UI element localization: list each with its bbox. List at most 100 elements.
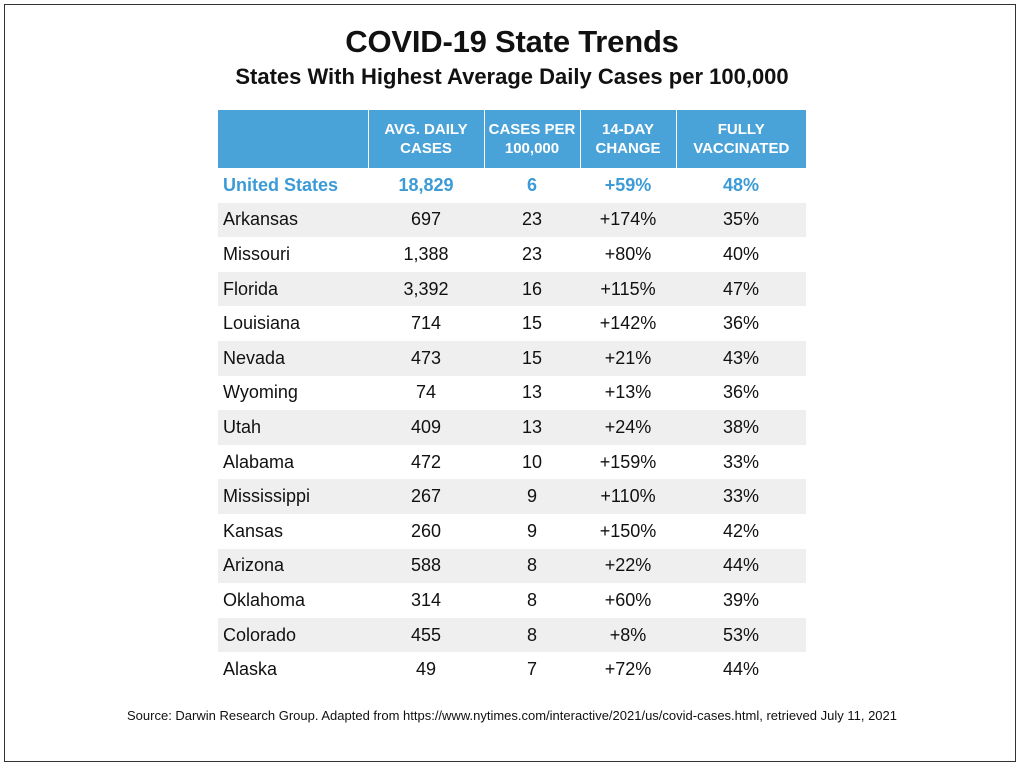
column-header: 14-DAY CHANGE: [580, 110, 677, 168]
value-cell: 23: [521, 243, 543, 264]
value-cell: 697: [368, 202, 484, 238]
column-header: FULLY VACCINATED: [676, 110, 806, 168]
table-row: Colorado 455 8 +8% 53%: [218, 617, 806, 653]
value-cell: +22%: [580, 548, 676, 584]
state-name-cell: Kansas: [223, 520, 284, 541]
value-cell: 8: [484, 548, 580, 584]
state-name-cell: Utah: [218, 410, 368, 445]
value-cell: 260: [410, 520, 442, 541]
value-cell: 314: [410, 589, 442, 610]
table-body: United States 18,829 6 +59% 48% Arkansas 697 23…: [218, 168, 806, 687]
table-row-national: United States 18,829 6 +59% 48%: [218, 168, 806, 203]
table-row: Mississippi 267 9 +110% 33%: [218, 479, 806, 514]
chart-subtitle: States With Highest Average Daily Cases …: [235, 64, 789, 89]
table-row: Arizona 588 8 +22% 44%: [218, 548, 806, 584]
value-cell: 43%: [676, 340, 806, 376]
data-table: AVG. DAILY CASES CASES PER 100,000 14-DAY CHA…: [218, 110, 806, 687]
value-cell: 267: [368, 479, 484, 514]
value-cell: 472: [410, 451, 442, 472]
table-row: Oklahoma 314 8 +60% 39%: [218, 583, 806, 618]
table-row: Missouri 1,388 23 +80% 40%: [218, 237, 806, 272]
table-row: Utah 409 13 +24% 38%: [218, 410, 806, 445]
value-cell: 13: [484, 410, 580, 445]
state-name-cell: Florida: [218, 271, 368, 307]
value-cell: 714: [410, 313, 442, 334]
state-name-cell: Wyoming: [223, 382, 298, 403]
value-cell: +13%: [604, 382, 652, 403]
value-cell: +142%: [599, 313, 657, 334]
value-cell: 36%: [722, 313, 760, 334]
table-row: Wyoming 74 13 +13% 36%: [218, 376, 806, 411]
value-cell: 23: [484, 202, 580, 238]
value-cell: 8: [526, 589, 537, 610]
value-cell: 18,829: [368, 168, 484, 203]
value-cell: 7: [526, 659, 537, 680]
value-cell: 15: [484, 340, 580, 376]
table-row: Kansas 260 9 +150% 42%: [218, 514, 806, 549]
value-cell: 15: [521, 313, 543, 334]
value-cell: +59%: [580, 168, 676, 203]
state-name-cell: Arizona: [218, 548, 368, 584]
value-cell: 39%: [722, 589, 760, 610]
column-header: AVG. DAILY CASES: [368, 110, 485, 168]
state-name-cell: Missouri: [223, 243, 291, 264]
state-name-cell: Alaska: [223, 659, 278, 680]
table-row: Nevada 473 15 +21% 43%: [218, 340, 806, 376]
state-name-cell: Alabama: [223, 451, 295, 472]
table-header-row: AVG. DAILY CASES CASES PER 100,000 14-DAY CHA…: [218, 110, 806, 168]
value-cell: +72%: [604, 659, 652, 680]
value-cell: +150%: [599, 520, 657, 541]
value-cell: +80%: [604, 243, 652, 264]
value-cell: 36%: [722, 382, 760, 403]
value-cell: 3,392: [368, 271, 484, 307]
value-cell: 47%: [676, 271, 806, 307]
value-cell: +174%: [580, 202, 676, 238]
value-cell: +159%: [599, 451, 657, 472]
state-name-cell: Arkansas: [218, 202, 368, 238]
state-name-cell: Louisiana: [223, 313, 301, 334]
value-cell: 455: [368, 617, 484, 653]
value-cell: 38%: [676, 410, 806, 445]
value-cell: 74: [415, 382, 437, 403]
value-cell: +60%: [604, 589, 652, 610]
chart-title: COVID-19 State Trends: [345, 24, 679, 59]
source-note: Source: Darwin Research Group. Adapted f…: [127, 708, 897, 723]
value-cell: 6: [484, 168, 580, 203]
value-cell: 473: [368, 340, 484, 376]
value-cell: 8: [484, 617, 580, 653]
value-cell: 1,388: [403, 243, 449, 264]
table-row: Florida 3,392 16 +115% 47%: [218, 271, 806, 307]
value-cell: 44%: [676, 548, 806, 584]
column-header-state: [218, 110, 369, 168]
value-cell: 44%: [722, 659, 760, 680]
value-cell: +21%: [580, 340, 676, 376]
value-cell: +110%: [580, 479, 676, 514]
table-row: Alaska 49 7 +72% 44%: [218, 652, 806, 687]
value-cell: 16: [484, 271, 580, 307]
value-cell: 9: [484, 479, 580, 514]
state-name-cell: Mississippi: [218, 479, 368, 514]
value-cell: 33%: [722, 451, 760, 472]
table-row: Alabama 472 10 +159% 33%: [218, 445, 806, 480]
state-name-cell: Nevada: [218, 340, 368, 376]
value-cell: +115%: [580, 271, 676, 307]
value-cell: 588: [368, 548, 484, 584]
value-cell: +8%: [580, 617, 676, 653]
value-cell: 35%: [676, 202, 806, 238]
value-cell: 40%: [722, 243, 760, 264]
column-header: CASES PER 100,000: [484, 110, 581, 168]
value-cell: 9: [526, 520, 537, 541]
table-row: Arkansas 697 23 +174% 35%: [218, 202, 806, 238]
value-cell: 53%: [676, 617, 806, 653]
state-name-cell: Colorado: [218, 617, 368, 653]
value-cell: 10: [521, 451, 543, 472]
table-row: Louisiana 714 15 +142% 36%: [218, 306, 806, 341]
value-cell: 42%: [722, 520, 760, 541]
value-cell: 13: [521, 382, 543, 403]
value-cell: 409: [368, 410, 484, 445]
value-cell: 49: [415, 659, 437, 680]
value-cell: 33%: [676, 479, 806, 514]
value-cell: +24%: [580, 410, 676, 445]
state-name-cell: Oklahoma: [223, 589, 306, 610]
value-cell: 48%: [676, 168, 806, 203]
